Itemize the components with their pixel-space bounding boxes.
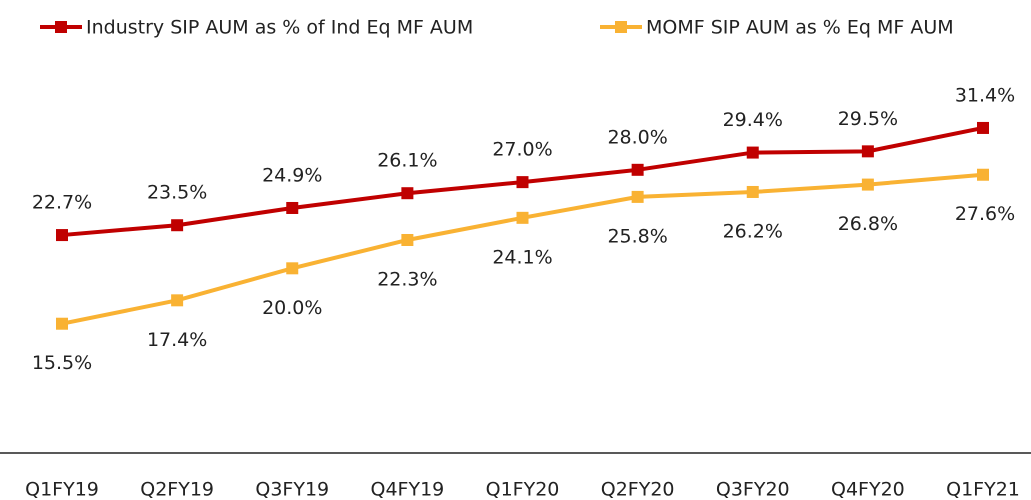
data-label: 20.0%	[262, 297, 322, 319]
point	[56, 317, 68, 330]
point	[171, 294, 184, 307]
point	[861, 178, 874, 191]
point	[746, 185, 759, 198]
point	[746, 146, 759, 159]
data-label: 27.6%	[955, 203, 1015, 225]
data-label: 27.0%	[492, 139, 552, 161]
x-tick-label: Q1FY20	[486, 479, 560, 500]
x-tick-label: Q3FY20	[716, 479, 790, 500]
x-tick-label: Q2FY20	[601, 479, 675, 500]
data-label: 26.8%	[838, 213, 898, 235]
point	[631, 163, 644, 176]
data-label: 29.5%	[838, 108, 898, 130]
legend-marker	[55, 21, 67, 33]
data-label: 17.4%	[147, 329, 207, 351]
x-tick-label: Q2FY19	[140, 479, 214, 500]
legend-marker	[615, 21, 627, 33]
x-tick-label: Q4FY20	[831, 479, 905, 500]
legend-label: Industry SIP AUM as % of Ind Eq MF AUM	[86, 17, 473, 39]
point	[631, 190, 644, 203]
data-label: 15.5%	[32, 352, 92, 374]
point	[171, 219, 184, 232]
point	[286, 262, 299, 275]
point	[977, 168, 989, 181]
point	[516, 211, 529, 224]
point	[401, 187, 414, 200]
point	[977, 121, 989, 134]
data-label: 22.7%	[32, 192, 92, 214]
data-label: 24.9%	[262, 164, 322, 186]
point	[516, 176, 529, 189]
x-tick-label: Q3FY19	[255, 479, 329, 500]
data-label: 24.1%	[492, 246, 552, 268]
data-label: 22.3%	[377, 268, 437, 290]
data-label: 23.5%	[147, 182, 207, 204]
point	[861, 145, 874, 158]
data-label: 26.2%	[723, 220, 783, 242]
data-label: 26.1%	[377, 150, 437, 172]
data-label: 28.0%	[607, 126, 667, 148]
data-label: 25.8%	[607, 225, 667, 247]
point	[286, 201, 299, 214]
legend-label: MOMF SIP AUM as % Eq MF AUM	[646, 17, 954, 39]
x-tick-label: Q1FY21	[946, 479, 1020, 500]
x-tick-label: Q4FY19	[370, 479, 444, 500]
point	[56, 229, 68, 242]
x-tick-label: Q1FY19	[25, 479, 99, 500]
data-label: 29.4%	[723, 109, 783, 131]
data-label: 31.4%	[955, 84, 1015, 106]
point	[401, 233, 414, 246]
